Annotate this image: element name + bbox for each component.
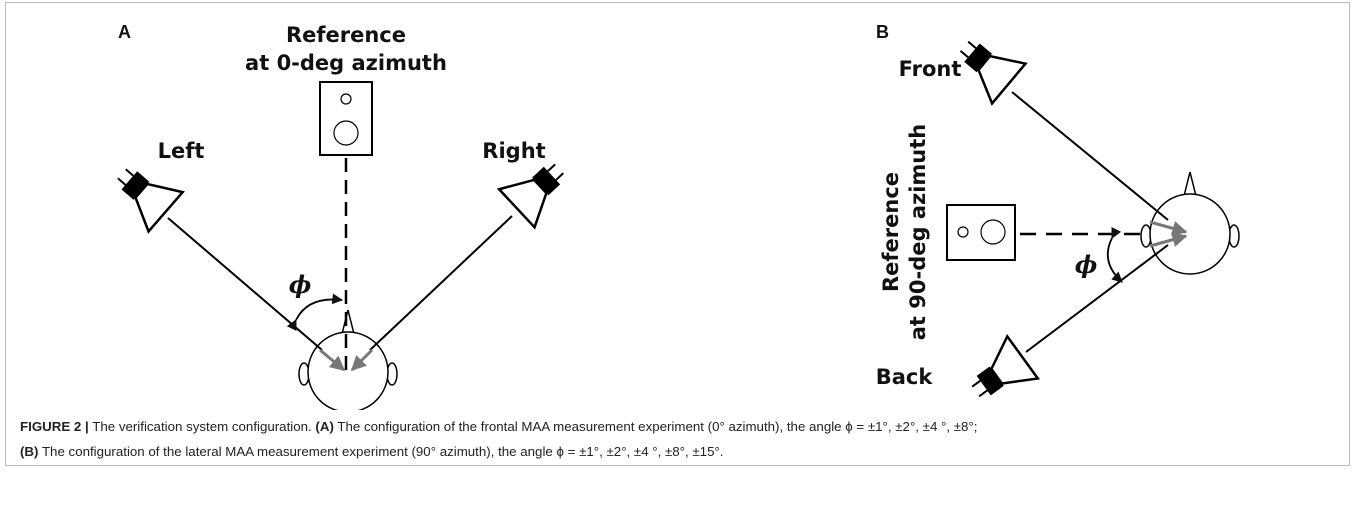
front-path	[1011, 91, 1169, 221]
back-path	[1025, 244, 1169, 353]
caption-text: The configuration of the lateral MAA mea…	[41, 444, 724, 459]
front-label: Front	[899, 57, 962, 81]
angle-arc	[1106, 226, 1123, 283]
arrow	[1149, 220, 1188, 236]
left-label: Left	[158, 139, 205, 163]
figure: A Reference at 0-deg azimuth Left Right …	[103, 22, 1240, 410]
caption-part-label: (B)	[20, 444, 39, 459]
right-path	[369, 215, 513, 351]
back-label: Back	[876, 365, 934, 389]
panel-label: B	[876, 22, 889, 42]
arrow	[319, 348, 346, 372]
caption-line: (B) The configuration of the lateral MAA…	[20, 439, 1340, 464]
figure-frame	[5, 2, 1350, 466]
arrow	[1149, 232, 1188, 248]
caption-part-label: (A)	[315, 419, 334, 434]
back-speaker	[959, 335, 1040, 410]
angle-arc	[286, 293, 344, 332]
caption-line: FIGURE 2 | The verification system confi…	[20, 414, 1340, 439]
panel-label: A	[118, 22, 131, 42]
caption-label: FIGURE 2 |	[20, 419, 89, 434]
listener-head	[298, 309, 398, 410]
reference-speaker	[319, 81, 373, 156]
reference-label: Reference	[879, 172, 903, 292]
angle-label: ϕ	[1075, 250, 1098, 279]
caption: FIGURE 2 | The verification system confi…	[20, 414, 1340, 464]
reference-label: at 90-deg azimuth	[906, 124, 930, 341]
right-label: Right	[482, 139, 545, 163]
angle-label: ϕ	[289, 270, 312, 299]
reference-label: Reference	[286, 23, 406, 47]
caption-title: The verification system configuration.	[92, 419, 312, 434]
reference-speaker	[946, 204, 1016, 261]
arrow	[350, 348, 374, 372]
reference-label: at 0-deg azimuth	[245, 51, 447, 75]
caption-text: The configuration of the frontal MAA mea…	[337, 419, 978, 434]
